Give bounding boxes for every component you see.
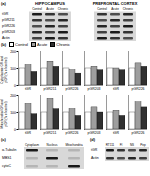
svg-text:Mitochondrial GR andpGR (% of: Mitochondrial GR andpGR (% of control)	[0, 99, 7, 128]
svg-text:(a): (a)	[1, 1, 7, 6]
svg-text:pGR226: pGR226	[65, 87, 78, 91]
svg-text:0: 0	[14, 128, 16, 132]
html-text:(b): (b)	[1, 42, 7, 47]
svg-text:pGR203: pGR203	[2, 30, 15, 34]
svg-text:Cytoplasmic GR andpGR (% of co: Cytoplasmic GR andpGR (% of control)	[0, 56, 7, 84]
svg-text:tGR: tGR	[2, 12, 9, 16]
svg-text:pGR226: pGR226	[2, 24, 15, 28]
svg-text:MBS1: MBS1	[2, 156, 12, 160]
svg-text:pGR226: pGR226	[65, 131, 78, 135]
svg-text:(c): (c)	[1, 137, 7, 142]
svg-text:200: 200	[10, 50, 16, 54]
svg-text:Acute: Acute	[46, 7, 54, 11]
svg-text:Acute: Acute	[111, 7, 119, 11]
svg-text:PREFRONTAL CORTEX: PREFRONTAL CORTEX	[93, 1, 138, 6]
svg-text:pGR203: pGR203	[87, 87, 100, 91]
svg-text:100: 100	[10, 111, 16, 115]
svg-text:Nucleus: Nucleus	[47, 143, 58, 147]
svg-text:pGR211: pGR211	[44, 87, 57, 91]
svg-text:tGR: tGR	[25, 131, 32, 135]
svg-text:RT111: RT111	[106, 143, 115, 147]
svg-text:pGR226: pGR226	[131, 87, 144, 91]
svg-text:Mitochondria: Mitochondria	[65, 143, 83, 147]
svg-text:tGR: tGR	[25, 87, 32, 91]
html-text:Chronic: Chronic	[56, 42, 70, 47]
svg-text:Pep: Pep	[140, 143, 146, 147]
svg-text:tGR: tGR	[91, 148, 98, 152]
svg-text:(d): (d)	[90, 137, 96, 142]
svg-text:tGR: tGR	[113, 131, 120, 135]
svg-text:HIPPOCAMPUS: HIPPOCAMPUS	[35, 1, 65, 6]
svg-text:0: 0	[14, 84, 16, 88]
svg-text:Control: Control	[32, 7, 42, 11]
svg-text:Chronic: Chronic	[123, 7, 134, 11]
svg-text:pGR211: pGR211	[44, 131, 57, 135]
svg-text:100: 100	[10, 67, 16, 71]
svg-text:Actin: Actin	[2, 36, 10, 40]
svg-text:Actin: Actin	[91, 156, 99, 160]
svg-text:Cytoplasm: Cytoplasm	[25, 143, 40, 147]
svg-text:FI: FI	[120, 143, 123, 147]
svg-text:tGR: tGR	[113, 87, 120, 91]
svg-text:Chronic: Chronic	[58, 7, 69, 11]
html-text:Acute: Acute	[37, 42, 48, 47]
html-text:Control: Control	[15, 42, 28, 47]
svg-text:200: 200	[10, 94, 16, 98]
svg-text:Control: Control	[97, 7, 107, 11]
svg-text:cytoC: cytoC	[2, 164, 11, 168]
svg-text:pGR211: pGR211	[2, 18, 15, 22]
svg-text:NS: NS	[130, 143, 134, 147]
svg-text:pGR226: pGR226	[131, 131, 144, 135]
svg-text:α-Tubulin: α-Tubulin	[2, 148, 17, 152]
svg-text:pGR203: pGR203	[87, 131, 100, 135]
